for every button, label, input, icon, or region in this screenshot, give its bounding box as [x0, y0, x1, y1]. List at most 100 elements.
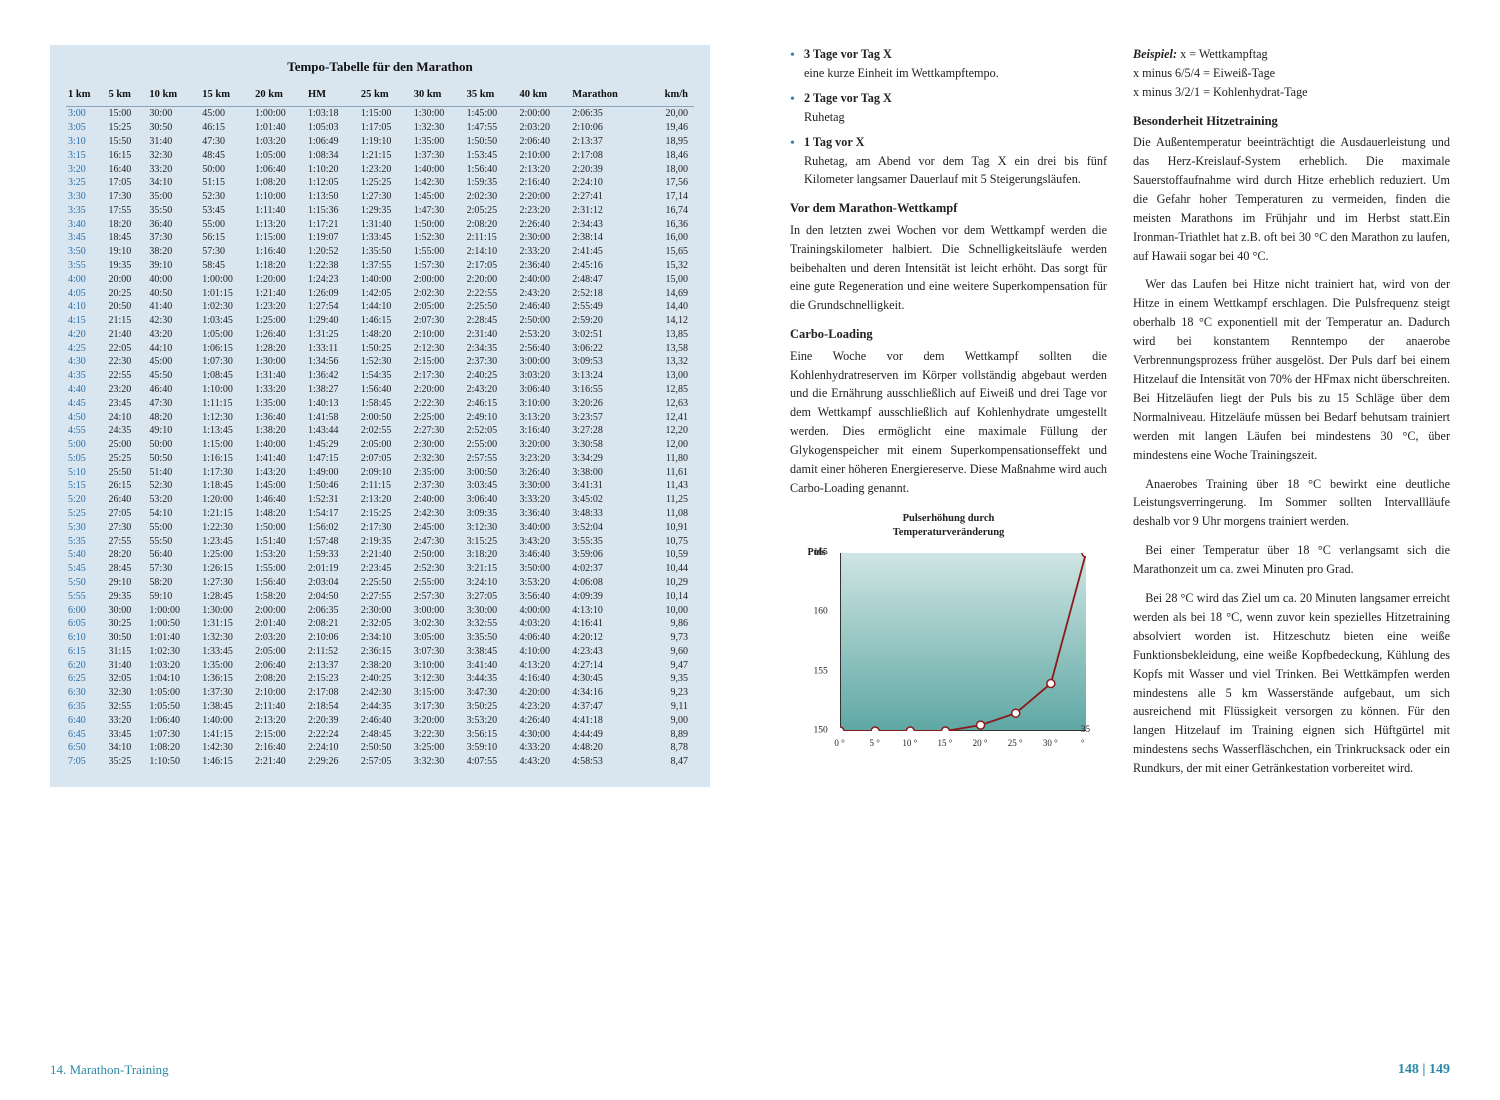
table-cell: 1:36:40	[253, 410, 306, 424]
table-cell: 4:00:00	[517, 603, 570, 617]
table-cell: 2:06:35	[570, 107, 646, 121]
table-cell: 2:47:30	[412, 534, 465, 548]
para-hitze-1: Die Außentemperatur beeinträchtigt die A…	[1133, 133, 1450, 265]
table-cell: 1:46:40	[253, 493, 306, 507]
table-row: 6:0530:251:00:501:31:152:01:402:08:212:3…	[66, 617, 694, 631]
table-cell: 2:25:50	[465, 300, 518, 314]
table-cell: 45:00	[200, 107, 253, 121]
table-cell: 1:35:00	[412, 135, 465, 149]
table-cell: 48:45	[200, 148, 253, 162]
table-row: 6:2031:401:03:201:35:002:06:402:13:372:3…	[66, 658, 694, 672]
table-cell: 15,00	[646, 272, 694, 286]
table-cell: 4:43:20	[517, 755, 570, 769]
table-row: 4:4023:2046:401:10:001:33:201:38:271:56:…	[66, 383, 694, 397]
table-cell: 1:06:40	[253, 162, 306, 176]
table-cell: 3:13:24	[570, 369, 646, 383]
table-cell: 4:16:40	[517, 672, 570, 686]
table-cell: 7:05	[66, 755, 106, 769]
tempo-col-header: 20 km	[253, 85, 306, 107]
table-cell: 2:46:40	[359, 713, 412, 727]
table-cell: 12,41	[646, 410, 694, 424]
table-cell: 3:25:00	[412, 741, 465, 755]
table-cell: 3:59:10	[465, 741, 518, 755]
bullet-item: 3 Tage vor Tag Xeine kurze Einheit im We…	[790, 45, 1107, 83]
table-cell: 56:15	[200, 231, 253, 245]
table-cell: 1:20:52	[306, 245, 359, 259]
table-cell: 2:13:20	[517, 162, 570, 176]
table-cell: 2:48:47	[570, 272, 646, 286]
table-cell: 1:19:07	[306, 231, 359, 245]
table-cell: 33:20	[106, 713, 147, 727]
table-cell: 2:17:30	[412, 369, 465, 383]
table-cell: 1:48:20	[253, 507, 306, 521]
table-cell: 18,00	[646, 162, 694, 176]
table-cell: 45:50	[147, 369, 200, 383]
table-cell: 1:56:40	[359, 383, 412, 397]
table-cell: 1:22:30	[200, 520, 253, 534]
table-cell: 34:10	[106, 741, 147, 755]
table-cell: 1:17:21	[306, 217, 359, 231]
page-number: 148 | 149	[1398, 1062, 1450, 1078]
table-cell: 2:25:00	[412, 410, 465, 424]
pre-race-bullets: 3 Tage vor Tag Xeine kurze Einheit im We…	[790, 45, 1107, 189]
table-cell: 1:38:27	[306, 383, 359, 397]
table-cell: 3:03:45	[465, 479, 518, 493]
tempo-col-header: km/h	[646, 85, 694, 107]
table-cell: 9,60	[646, 644, 694, 658]
table-cell: 1:52:30	[412, 231, 465, 245]
table-cell: 1:59:35	[465, 176, 518, 190]
table-cell: 5:55	[66, 589, 106, 603]
table-cell: 57:30	[200, 245, 253, 259]
para-vor-wettkampf: In den letzten zwei Wochen vor dem Wettk…	[790, 221, 1107, 316]
table-cell: 1:27:30	[359, 190, 412, 204]
table-cell: 3:53:20	[465, 713, 518, 727]
para-carbo: Eine Woche vor dem Wettkampf sollten die…	[790, 347, 1107, 498]
table-cell: 4:03:20	[517, 617, 570, 631]
table-cell: 1:21:15	[200, 507, 253, 521]
table-row: 5:2026:4053:201:20:001:46:401:52:312:13:…	[66, 493, 694, 507]
beispiel-block: Beispiel: x = Wettkampftagx minus 6/5/4 …	[1133, 45, 1450, 102]
table-cell: 55:00	[147, 520, 200, 534]
table-cell: 4:16:41	[570, 617, 646, 631]
table-cell: 3:06:40	[517, 383, 570, 397]
table-cell: 1:21:40	[253, 286, 306, 300]
table-cell: 3:15:25	[465, 534, 518, 548]
table-row: 6:3032:301:05:001:37:302:10:002:17:082:4…	[66, 686, 694, 700]
table-cell: 1:12:05	[306, 176, 359, 190]
table-cell: 56:40	[147, 548, 200, 562]
table-cell: 3:48:33	[570, 507, 646, 521]
table-cell: 52:30	[200, 190, 253, 204]
table-cell: 12,63	[646, 396, 694, 410]
table-row: 3:1516:1532:3048:451:05:001:08:341:21:15…	[66, 148, 694, 162]
table-cell: 2:20:00	[412, 383, 465, 397]
tempo-col-header: 25 km	[359, 85, 412, 107]
table-cell: 13,00	[646, 369, 694, 383]
table-cell: 2:27:30	[412, 424, 465, 438]
table-cell: 4:09:39	[570, 589, 646, 603]
table-cell: 2:13:20	[359, 493, 412, 507]
table-cell: 6:15	[66, 644, 106, 658]
table-cell: 2:00:00	[253, 603, 306, 617]
table-cell: 6:20	[66, 658, 106, 672]
table-cell: 23:20	[106, 383, 147, 397]
table-cell: 1:06:15	[200, 341, 253, 355]
table-row: 4:1521:1542:301:03:451:25:001:29:401:46:…	[66, 314, 694, 328]
table-cell: 10,29	[646, 576, 694, 590]
table-cell: 6:30	[66, 686, 106, 700]
table-cell: 1:04:10	[147, 672, 200, 686]
table-cell: 3:09:53	[570, 355, 646, 369]
table-cell: 1:03:20	[253, 135, 306, 149]
table-cell: 1:11:40	[253, 203, 306, 217]
table-row: 5:1526:1552:301:18:451:45:001:50:462:11:…	[66, 479, 694, 493]
table-cell: 1:50:00	[253, 520, 306, 534]
table-cell: 1:18:20	[253, 259, 306, 273]
table-cell: 3:24:10	[465, 576, 518, 590]
table-cell: 1:33:20	[253, 383, 306, 397]
table-cell: 1:13:45	[200, 424, 253, 438]
right-column-right: Beispiel: x = Wettkampftagx minus 6/5/4 …	[1133, 45, 1450, 788]
tempo-table: 1 km5 km10 km15 km20 kmHM25 km30 km35 km…	[66, 85, 694, 769]
table-cell: 4:02:37	[570, 562, 646, 576]
table-cell: 23:45	[106, 396, 147, 410]
table-cell: 14,69	[646, 286, 694, 300]
table-cell: 2:32:30	[412, 452, 465, 466]
